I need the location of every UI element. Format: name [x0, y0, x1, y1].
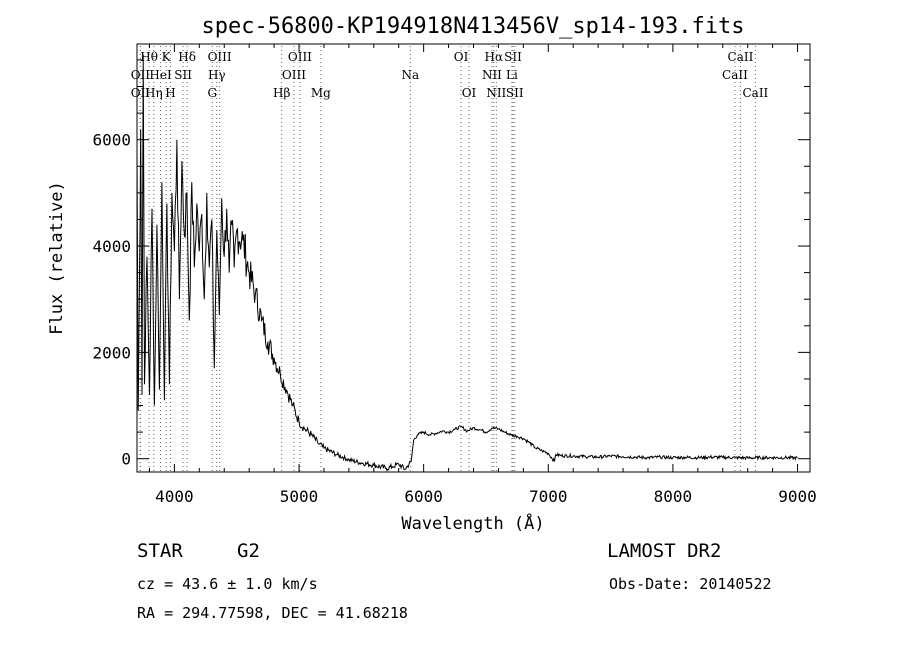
object-class: STAR	[137, 540, 183, 562]
spectral-line-label: OIII	[282, 68, 306, 82]
y-axis-label: Flux (relative)	[47, 181, 67, 335]
x-axis-ticks: 4000 5000 6000 7000 8000 9000	[148, 44, 817, 506]
x-tick-label: 7000	[529, 487, 568, 506]
spectral-line-label: CaII	[742, 86, 768, 100]
spectral-line-label: OI	[454, 50, 469, 64]
spectrum-series-line	[136, 54, 798, 472]
spectral-line-label: NII	[482, 68, 502, 82]
x-tick-label: 6000	[404, 487, 443, 506]
spectral-line-label: Hδ	[178, 50, 196, 64]
spectral-line-label: OIII	[208, 50, 232, 64]
x-tick-label: 5000	[280, 487, 319, 506]
spectral-line-label: SII	[506, 86, 524, 100]
y-tick-label: 2000	[92, 343, 131, 362]
spectral-line-label: Hγ	[208, 68, 226, 82]
plot-axes	[136, 43, 811, 473]
spectral-line-label: Li	[506, 68, 518, 82]
y-tick-label: 6000	[92, 131, 131, 150]
spectral-line-label: OIII	[288, 50, 312, 64]
y-axis-ticks: 0 2000 4000 6000	[92, 59, 810, 469]
spectral-line-label: SII	[174, 68, 192, 82]
spectral-line-label: K	[162, 50, 172, 64]
spectral-line-label: Na	[401, 68, 419, 82]
spectral-line-label: OII	[131, 86, 151, 100]
x-tick-label: 8000	[654, 487, 693, 506]
chart-title: spec-56800-KP194918N413456V_sp14-193.fit…	[201, 14, 744, 39]
plot-frame	[136, 43, 811, 473]
x-axis-label: Wavelength (Å)	[401, 512, 544, 534]
spectral-line-label: NII	[486, 86, 506, 100]
spectral-line-label: Mg	[311, 86, 331, 100]
spectral-line-label: Hα	[485, 50, 504, 64]
observation-date: Obs-Date: 20140522	[609, 575, 772, 593]
spectral-line-label: HeI	[149, 68, 172, 82]
y-tick-label: 4000	[92, 237, 131, 256]
coordinates: RA = 294.77598, DEC = 41.68218	[137, 604, 408, 622]
x-tick-label: 4000	[155, 487, 194, 506]
spectral-line-label: SII	[504, 50, 522, 64]
spectral-line-label: CaII	[722, 68, 748, 82]
spectral-line-label: OI	[462, 86, 477, 100]
spectral-line-label: CaII	[728, 50, 754, 64]
y-tick-label: 0	[121, 450, 131, 469]
spectral-line-label: Hθ	[140, 50, 158, 64]
spectral-line-label: H	[165, 86, 175, 100]
spectral-line-label: Hη	[145, 86, 163, 100]
x-tick-label: 9000	[778, 487, 817, 506]
redshift-cz: cz = 43.6 ± 1.0 km/s	[137, 575, 318, 593]
spectral-line-label: G	[207, 86, 217, 100]
survey-name: LAMOST DR2	[607, 540, 722, 562]
object-subclass: G2	[237, 540, 260, 562]
spectral-line-label: Hβ	[273, 86, 290, 100]
